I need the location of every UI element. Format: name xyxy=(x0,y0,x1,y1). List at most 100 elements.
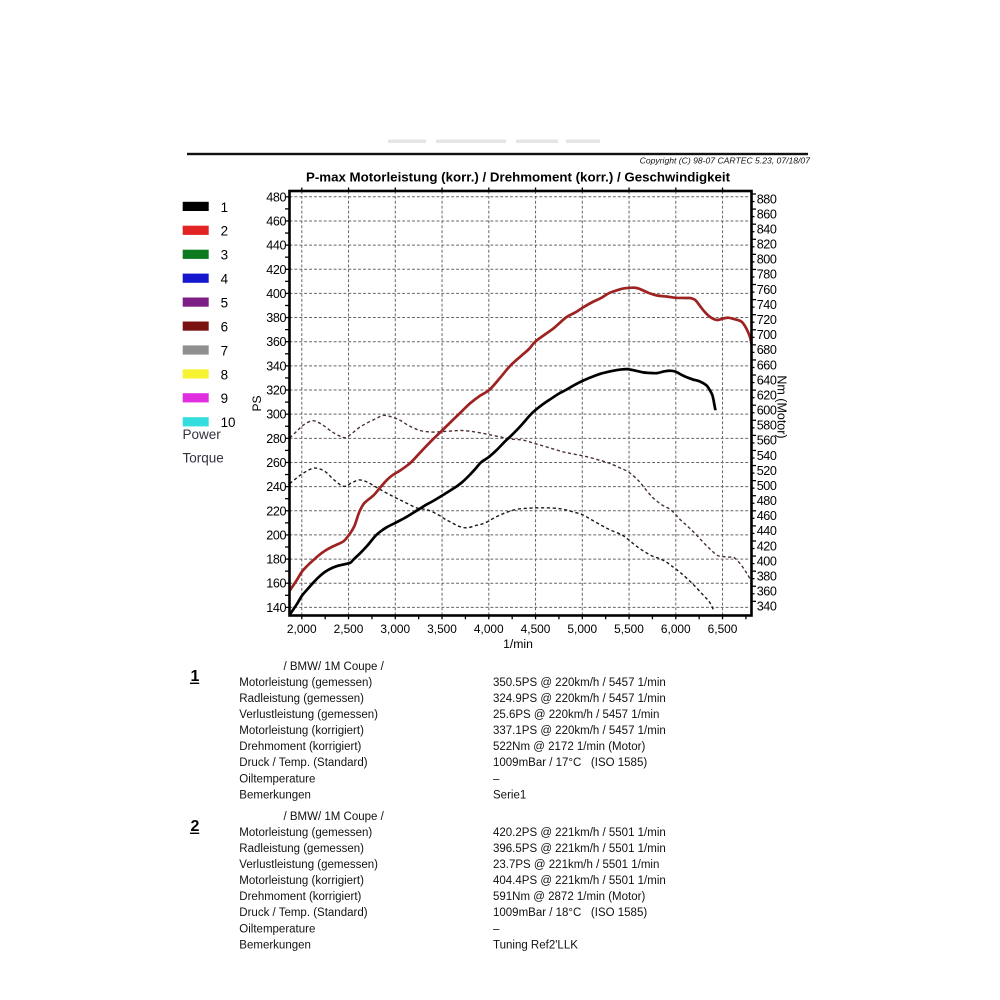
svg-text:Verlustleistung (gemessen): Verlustleistung (gemessen) xyxy=(239,859,378,871)
svg-text:9: 9 xyxy=(221,391,228,406)
svg-text:700: 700 xyxy=(757,328,777,342)
svg-text:140: 140 xyxy=(266,601,286,615)
svg-text:800: 800 xyxy=(757,253,777,267)
svg-text:460: 460 xyxy=(757,509,777,523)
svg-text:220: 220 xyxy=(266,504,286,518)
svg-text:540: 540 xyxy=(757,449,777,463)
svg-text:Torque: Torque xyxy=(183,450,224,465)
svg-text:Motorleistung (korrigiert): Motorleistung (korrigiert) xyxy=(239,875,364,887)
svg-text:Tuning Ref2'LLK: Tuning Ref2'LLK xyxy=(493,939,578,951)
svg-text:Oiltemperature: Oiltemperature xyxy=(239,923,315,935)
svg-text:Serie1: Serie1 xyxy=(493,789,526,801)
svg-text:360: 360 xyxy=(266,335,286,349)
svg-text:5,500: 5,500 xyxy=(614,622,644,636)
svg-text:4,000: 4,000 xyxy=(474,622,504,636)
svg-text:400: 400 xyxy=(757,554,777,568)
svg-text:Copyright (C) 98-07 CARTEC 5.2: Copyright (C) 98-07 CARTEC 5.23, 07/18/0… xyxy=(640,156,812,166)
svg-text:780: 780 xyxy=(757,268,777,282)
svg-text:Bemerkungen: Bemerkungen xyxy=(239,789,311,801)
svg-text:440: 440 xyxy=(266,239,286,253)
svg-text:337.1PS @ 220km/h / 5457 1/min: 337.1PS @ 220km/h / 5457 1/min xyxy=(493,725,666,737)
svg-text:Motorleistung (gemessen): Motorleistung (gemessen) xyxy=(239,827,372,839)
svg-text:7: 7 xyxy=(221,343,228,358)
svg-text:6,500: 6,500 xyxy=(708,622,738,636)
svg-text:420: 420 xyxy=(266,263,286,277)
svg-text:4: 4 xyxy=(221,272,229,287)
svg-text:8: 8 xyxy=(221,367,228,382)
svg-text:340: 340 xyxy=(266,359,286,373)
svg-text:522Nm @ 2172 1/min (Motor): 522Nm @ 2172 1/min (Motor) xyxy=(493,741,645,753)
svg-text:Druck / Temp. (Standard): Druck / Temp. (Standard) xyxy=(239,757,367,769)
svg-text:Radleistung (gemessen): Radleistung (gemessen) xyxy=(239,843,364,855)
svg-text:3,500: 3,500 xyxy=(427,622,457,636)
svg-text:2,000: 2,000 xyxy=(287,622,317,636)
svg-text:10: 10 xyxy=(221,415,236,430)
svg-text:400: 400 xyxy=(266,287,286,301)
svg-text:480: 480 xyxy=(266,190,286,204)
svg-text:2: 2 xyxy=(221,224,228,239)
svg-text:Power: Power xyxy=(183,427,222,442)
svg-text:/ BMW/ 1M Coupe /: / BMW/ 1M Coupe / xyxy=(284,661,385,673)
svg-text:500: 500 xyxy=(757,479,777,493)
svg-text:4,500: 4,500 xyxy=(521,622,551,636)
svg-text:620: 620 xyxy=(757,388,777,402)
svg-text:Nm (Motor): Nm (Motor) xyxy=(775,375,789,438)
svg-text:280: 280 xyxy=(266,432,286,446)
svg-text:2,500: 2,500 xyxy=(334,622,364,636)
svg-text:–: – xyxy=(493,773,500,785)
svg-text:640: 640 xyxy=(757,373,777,387)
svg-text:1009mBar / 18°C (ISO 1585): 1009mBar / 18°C (ISO 1585) xyxy=(493,907,647,919)
svg-text:396.5PS @ 221km/h / 5501 1/min: 396.5PS @ 221km/h / 5501 1/min xyxy=(493,843,666,855)
svg-text:23.7PS @ 221km/h / 5501 1/min: 23.7PS @ 221km/h / 5501 1/min xyxy=(493,859,659,871)
svg-text:820: 820 xyxy=(757,238,777,252)
svg-text:460: 460 xyxy=(266,214,286,228)
svg-text:560: 560 xyxy=(757,434,777,448)
svg-text:1/min: 1/min xyxy=(503,637,533,651)
svg-text:–: – xyxy=(493,923,500,935)
svg-text:660: 660 xyxy=(757,358,777,372)
svg-text:1: 1 xyxy=(191,668,200,685)
svg-text:380: 380 xyxy=(266,311,286,325)
svg-text:1009mBar / 17°C (ISO 1585): 1009mBar / 17°C (ISO 1585) xyxy=(493,757,647,769)
svg-text:580: 580 xyxy=(757,419,777,433)
svg-text:6: 6 xyxy=(221,320,228,335)
svg-text:P-max Motorleistung (korr.) /: P-max Motorleistung (korr.) / Drehmoment… xyxy=(306,170,731,185)
svg-text:260: 260 xyxy=(266,456,286,470)
svg-text:520: 520 xyxy=(757,464,777,478)
svg-text:180: 180 xyxy=(266,553,286,567)
svg-text:591Nm @ 2872 1/min (Motor): 591Nm @ 2872 1/min (Motor) xyxy=(493,891,645,903)
svg-text:340: 340 xyxy=(757,600,777,614)
svg-text:720: 720 xyxy=(757,313,777,327)
svg-text:Verlustleistung (gemessen): Verlustleistung (gemessen) xyxy=(239,709,378,721)
svg-text:25.6PS @ 220km/h / 5457 1/min: 25.6PS @ 220km/h / 5457 1/min xyxy=(493,709,659,721)
svg-text:1: 1 xyxy=(221,200,228,215)
svg-text:Drehmoment (korrigiert): Drehmoment (korrigiert) xyxy=(239,741,361,753)
svg-text:420.2PS @ 221km/h / 5501 1/min: 420.2PS @ 221km/h / 5501 1/min xyxy=(493,827,666,839)
svg-text:350.5PS @ 220km/h / 5457 1/min: 350.5PS @ 220km/h / 5457 1/min xyxy=(493,677,666,689)
svg-text:Motorleistung (gemessen): Motorleistung (gemessen) xyxy=(239,677,372,689)
svg-text:360: 360 xyxy=(757,585,777,599)
svg-text:420: 420 xyxy=(757,539,777,553)
svg-text:Druck / Temp. (Standard): Druck / Temp. (Standard) xyxy=(239,907,367,919)
svg-text:320: 320 xyxy=(266,384,286,398)
svg-text:3: 3 xyxy=(221,248,228,263)
svg-text:3,000: 3,000 xyxy=(380,622,410,636)
svg-text:Oiltemperature: Oiltemperature xyxy=(239,773,315,785)
svg-text:240: 240 xyxy=(266,480,286,494)
svg-text:324.9PS @ 220km/h / 5457 1/min: 324.9PS @ 220km/h / 5457 1/min xyxy=(493,693,666,705)
svg-text:880: 880 xyxy=(757,192,777,206)
svg-text:5: 5 xyxy=(221,296,228,311)
svg-text:480: 480 xyxy=(757,494,777,508)
svg-text:200: 200 xyxy=(266,528,286,542)
svg-text:/ BMW/ 1M Coupe /: / BMW/ 1M Coupe / xyxy=(284,811,385,823)
svg-text:PS: PS xyxy=(250,395,264,411)
svg-text:760: 760 xyxy=(757,283,777,297)
svg-text:Bemerkungen: Bemerkungen xyxy=(239,939,311,951)
svg-text:160: 160 xyxy=(266,577,286,591)
svg-text:6,000: 6,000 xyxy=(661,622,691,636)
svg-text:Motorleistung (korrigiert): Motorleistung (korrigiert) xyxy=(239,725,364,737)
svg-text:300: 300 xyxy=(266,408,286,422)
svg-text:380: 380 xyxy=(757,569,777,583)
svg-text:680: 680 xyxy=(757,343,777,357)
svg-text:840: 840 xyxy=(757,222,777,236)
